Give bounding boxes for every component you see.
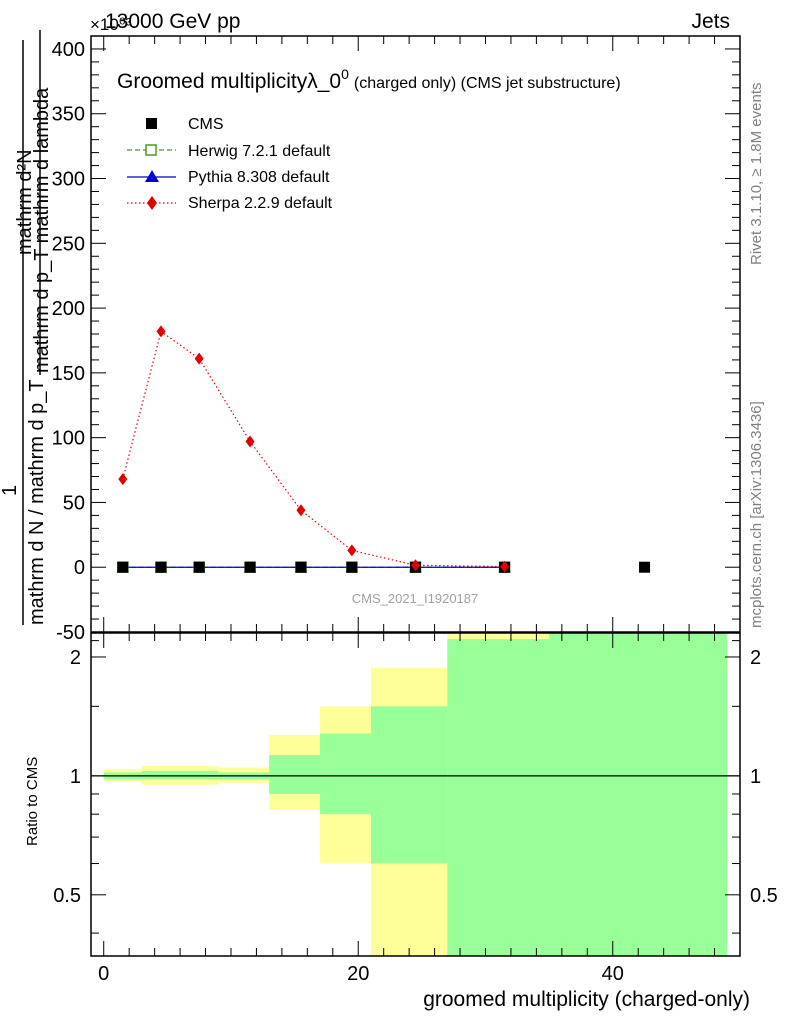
data-point-sherpa bbox=[296, 504, 306, 517]
data-point-sherpa bbox=[411, 559, 420, 572]
main-ytick-label: 100 bbox=[52, 428, 85, 450]
chart-title-main: Groomed multiplicityλ_0 bbox=[117, 70, 341, 93]
data-point-cms bbox=[155, 561, 167, 573]
legend-marker-pythia bbox=[145, 170, 159, 182]
main-axis-ticks bbox=[91, 36, 741, 633]
data-point-sherpa bbox=[156, 325, 166, 338]
ratio-band-stat bbox=[370, 706, 448, 864]
legend-label-sherpa: Sherpa 2.2.9 default bbox=[188, 195, 333, 212]
watermark: CMS_2021_I1920187 bbox=[352, 591, 479, 606]
main-ytick-label: 300 bbox=[52, 169, 85, 191]
ylabel-num: mathrm d²N bbox=[14, 149, 36, 255]
main-plot-area bbox=[116, 325, 651, 573]
main-ytick-label: 350 bbox=[52, 104, 85, 126]
data-point-sherpa bbox=[118, 473, 128, 486]
series-line-sherpa bbox=[122, 330, 505, 568]
legend: CMS Herwig 7.2.1 default Pythia 8.308 de… bbox=[127, 116, 333, 212]
xtick-label: 0 bbox=[98, 963, 109, 985]
chart-title-sup: 0 bbox=[341, 66, 349, 82]
data-point-cms bbox=[639, 561, 651, 573]
main-ytick-label: 150 bbox=[52, 363, 85, 385]
xlabel: groomed multiplicity (charged-only) bbox=[423, 988, 750, 1011]
main-ylabel: mathrm d²N mathrm d p_T mathrm d lambda … bbox=[0, 30, 53, 625]
ratio-ytick-label-right: 0.5 bbox=[750, 885, 778, 907]
xtick-labels: 0 20 40 bbox=[98, 963, 624, 985]
main-ytick-label: 50 bbox=[63, 492, 85, 514]
header-category: Jets bbox=[691, 10, 730, 33]
data-point-cms bbox=[193, 561, 205, 573]
rivet-label: Rivet 3.1.10, ≥ 1.8M events bbox=[748, 83, 765, 266]
data-point-sherpa bbox=[245, 435, 255, 448]
main-ytick-label: 400 bbox=[52, 39, 85, 61]
ratio-band-stat bbox=[549, 633, 728, 956]
ratio-bands bbox=[91, 633, 740, 956]
ratio-ytick-label: 1 bbox=[70, 766, 81, 788]
xtick-label: 20 bbox=[347, 963, 369, 985]
main-ytick-label: 0 bbox=[74, 557, 85, 579]
xtick-label: 40 bbox=[602, 963, 624, 985]
ratio-band-stat bbox=[320, 733, 371, 815]
header-process: 13000 GeV pp bbox=[105, 10, 240, 33]
ratio-ylabel: Ratio to CMS bbox=[24, 757, 41, 846]
legend-marker-herwig bbox=[145, 144, 157, 156]
chart-subtitle: (charged only) (CMS jet substructure) bbox=[354, 75, 621, 92]
data-point-sherpa bbox=[194, 352, 204, 365]
data-point-cms bbox=[346, 561, 358, 573]
ratio-ytick-label-right: 2 bbox=[750, 647, 761, 669]
ratio-ytick-label: 0.5 bbox=[53, 885, 81, 907]
legend-label-cms: CMS bbox=[188, 116, 224, 133]
legend-label-herwig: Herwig 7.2.1 default bbox=[188, 143, 331, 160]
ratio-ytick-label-right: 1 bbox=[750, 766, 761, 788]
data-point-cms bbox=[295, 561, 307, 573]
header-exponent: ×10⁰³ bbox=[90, 15, 132, 34]
data-point-cms bbox=[244, 561, 256, 573]
ylabel-den-num: mathrm d p_T mathrm d lambda bbox=[31, 87, 53, 373]
main-ytick-labels: -50 0 50 100 150 200 250 300 350 400 bbox=[52, 39, 85, 644]
ylabel-top: 1 bbox=[0, 485, 21, 496]
legend-label-pythia: Pythia 8.308 default bbox=[188, 169, 330, 186]
ylabel-full-den: mathrm d N / mathrm d p_T bbox=[26, 379, 48, 625]
data-point-sherpa bbox=[347, 544, 357, 557]
mcplots-label: mcplots.cern.ch [arXiv:1306.3436] bbox=[748, 401, 765, 628]
ratio-band-stat bbox=[141, 770, 219, 780]
data-point-sherpa bbox=[500, 560, 510, 573]
main-ytick-label: -50 bbox=[56, 622, 85, 644]
main-ytick-label: 200 bbox=[52, 298, 85, 320]
ratio-band-stat bbox=[269, 754, 321, 794]
legend-marker-cms bbox=[146, 118, 157, 129]
legend-marker-sherpa bbox=[147, 196, 157, 210]
ratio-panel-frame bbox=[90, 632, 741, 957]
ratio-ytick-label: 2 bbox=[70, 647, 81, 669]
ratio-ytick-labels: 0.5 0.5 1 1 2 2 bbox=[53, 647, 778, 907]
data-point-cms bbox=[117, 561, 129, 573]
chart-title: Groomed multiplicityλ_00 (charged only) (… bbox=[117, 66, 621, 93]
ratio-band-stat bbox=[447, 639, 550, 956]
ratio-axis-ticks bbox=[91, 633, 741, 956]
main-ytick-label: 250 bbox=[52, 233, 85, 255]
